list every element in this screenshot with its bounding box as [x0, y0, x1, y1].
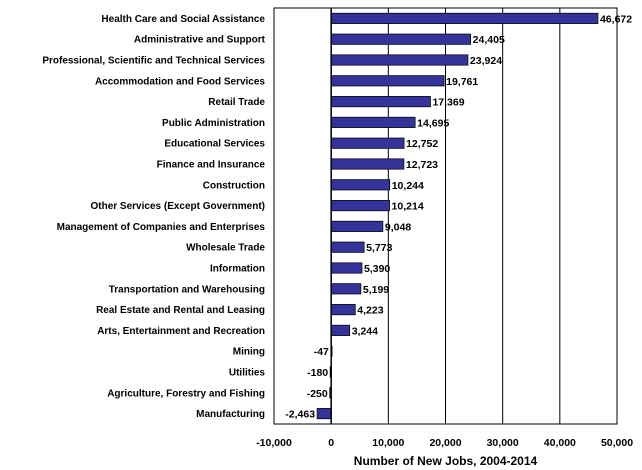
- category-label: Educational Services: [164, 139, 265, 150]
- bar: [330, 283, 362, 295]
- category-label: Utilities: [229, 368, 266, 379]
- category-label: Other Services (Except Government): [90, 201, 265, 212]
- value-label: 10,214: [392, 201, 424, 213]
- category-label: Mining: [233, 347, 265, 358]
- category-labels: Health Care and Social Assistance Adminis…: [42, 14, 265, 420]
- plot-frame: [273, 7, 618, 425]
- category-label: Wholesale Trade: [186, 243, 265, 254]
- bar: [330, 33, 472, 45]
- bar: [330, 54, 469, 66]
- value-label: 4,223: [357, 305, 383, 317]
- bars: [316, 12, 599, 420]
- category-label: Real Estate and Rental and Leasing: [96, 305, 265, 316]
- bar: [330, 324, 351, 336]
- value-label: -180: [307, 367, 328, 379]
- x-tick-label: -10,000: [256, 437, 292, 449]
- value-label: 23,924: [470, 55, 502, 67]
- bar: [330, 158, 405, 170]
- x-axis-ticks: -10,000 0 10,000 20,000 30,000 40,000 50,000: [256, 437, 633, 449]
- x-tick-label: 10,000: [372, 437, 404, 449]
- category-label: Professional, Scientific and Technical S…: [42, 56, 265, 67]
- category-label: Construction: [203, 180, 265, 191]
- category-label: Public Administration: [162, 118, 265, 129]
- value-label: 10,244: [392, 180, 424, 192]
- bar: [330, 220, 384, 232]
- bar: [330, 116, 416, 128]
- category-label: Management of Companies and Enterprises: [57, 222, 266, 233]
- category-label: Manufacturing: [196, 409, 265, 420]
- value-label: 3,244: [352, 325, 378, 337]
- value-label: 5,773: [366, 242, 392, 254]
- category-label: Finance and Insurance: [157, 160, 266, 171]
- value-labels: 46,672 24,405 23,924 19,761 17,369 14,695 12,7…: [285, 13, 632, 420]
- bar: [330, 179, 391, 191]
- category-label: Arts, Entertainment and Recreation: [97, 326, 265, 337]
- bar: [316, 408, 332, 420]
- bar: [330, 12, 599, 24]
- category-label: Health Care and Social Assistance: [101, 14, 265, 25]
- category-label: Transportation and Warehousing: [109, 284, 265, 295]
- value-label: 5,199: [363, 284, 389, 296]
- value-label: -2,463: [285, 409, 315, 421]
- value-label: -47: [314, 346, 329, 358]
- bar: [330, 200, 390, 212]
- x-tick-label: 30,000: [487, 437, 519, 449]
- value-label: 12,723: [406, 159, 438, 171]
- category-label: Information: [210, 264, 265, 275]
- bar: [330, 96, 431, 108]
- plot-border: [273, 7, 618, 425]
- x-axis-title: Number of New Jobs, 2004-2014: [354, 454, 538, 468]
- bar: [330, 241, 365, 253]
- bar: [330, 75, 445, 87]
- value-label: 14,695: [417, 117, 449, 129]
- category-label: Agriculture, Forestry and Fishing: [107, 388, 265, 399]
- x-tick-label: 50,000: [601, 437, 633, 449]
- category-label: Accommodation and Food Services: [95, 76, 265, 87]
- x-tick-label: 20,000: [429, 437, 461, 449]
- value-label: 9,048: [385, 221, 411, 233]
- value-label: 12,752: [406, 138, 438, 150]
- category-label: Administrative and Support: [134, 35, 266, 46]
- value-label: 5,390: [364, 263, 390, 275]
- bar: [330, 137, 405, 149]
- bar: [330, 304, 356, 316]
- value-label: 17,369: [432, 97, 464, 109]
- x-tick-label: 40,000: [544, 437, 576, 449]
- value-label: 24,405: [473, 34, 505, 46]
- bar: [330, 262, 363, 274]
- value-label: 46,672: [600, 13, 632, 25]
- value-label: 19,761: [446, 76, 478, 88]
- value-label: -250: [307, 388, 328, 400]
- x-tick-label: 0: [328, 437, 334, 449]
- gridlines: [330, 8, 561, 424]
- category-label: Retail Trade: [208, 97, 265, 108]
